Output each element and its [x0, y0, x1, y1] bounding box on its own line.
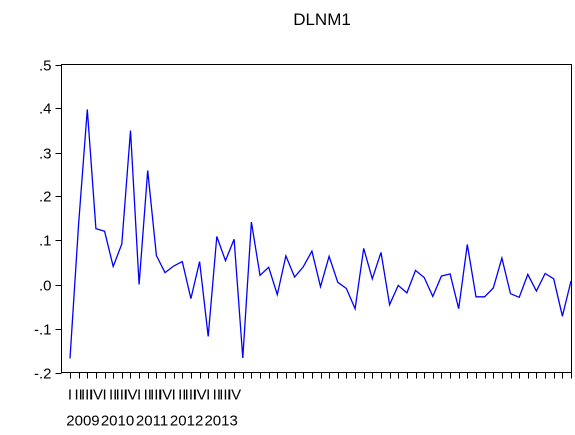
x-quarter-label: III: [150, 387, 163, 404]
x-quarter-label: IV: [89, 387, 103, 404]
x-quarter-label: I: [206, 387, 210, 404]
x-quarter-label: III: [81, 387, 94, 404]
x-quarter-label: IV: [123, 387, 137, 404]
x-quarter-label: II: [74, 387, 82, 404]
x-quarter-label: IV: [227, 387, 241, 404]
y-tick-label: .1: [39, 233, 52, 250]
x-quarter-label: II: [144, 387, 152, 404]
series-line-dlnm1: [69, 109, 572, 359]
y-tick-label: -.1: [34, 322, 52, 339]
x-quarter-label: III: [116, 387, 129, 404]
x-quarter-label: III: [219, 387, 232, 404]
chart-title: DLNM1: [293, 10, 351, 29]
x-year-label: 2012: [170, 413, 203, 430]
y-tick-label: -.2: [34, 366, 52, 383]
y-tick-label: .4: [39, 101, 52, 118]
x-year-label: 2013: [204, 413, 237, 430]
y-tick-label: .3: [39, 146, 52, 163]
x-quarter-label: I: [137, 387, 141, 404]
x-quarter-label: III: [185, 387, 198, 404]
x-quarter-label: IV: [158, 387, 172, 404]
x-quarter-label: I: [102, 387, 106, 404]
x-quarter-label: II: [213, 387, 221, 404]
plot-frame: [61, 64, 572, 373]
x-quarter-label: I: [68, 387, 72, 404]
x-quarter-label: IV: [192, 387, 206, 404]
x-quarter-label: II: [178, 387, 186, 404]
x-quarter-label: I: [172, 387, 176, 404]
x-year-label: 2010: [101, 413, 134, 430]
y-tick-label: .2: [39, 189, 52, 206]
x-year-label: 2009: [66, 413, 99, 430]
y-tick-label: .0: [39, 278, 52, 295]
y-tick-label: .5: [39, 58, 52, 75]
y-axis-ticks: -.2 -.1 .0 .1 .2 .3 .4 .5: [34, 58, 62, 383]
x-quarter-label: II: [109, 387, 117, 404]
x-year-label: 2011: [136, 413, 168, 430]
